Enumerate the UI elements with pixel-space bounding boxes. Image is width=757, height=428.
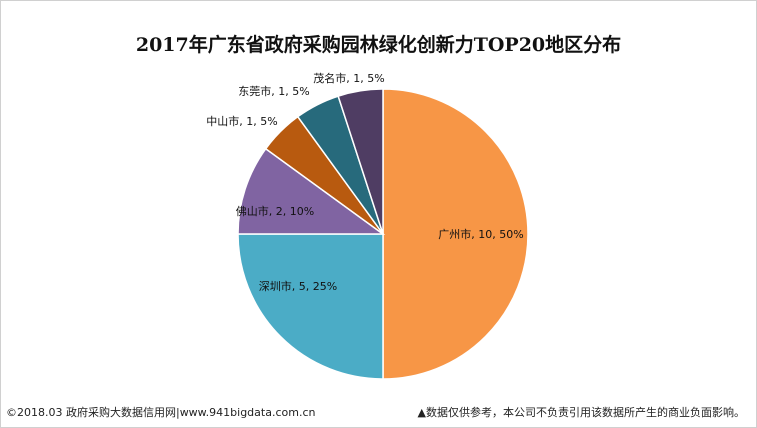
pie-slice-6 bbox=[337, 88, 384, 235]
slice-label-4: 中山市, 1, 5% bbox=[206, 114, 277, 128]
chart-title: 2017年广东省政府采购园林绿化创新力TOP20地区分布 bbox=[135, 34, 622, 56]
footer-source: ©2018.03 政府采购大数据信用网|www.941bigdata.com.c… bbox=[6, 406, 316, 419]
pie-slice-3 bbox=[237, 147, 386, 235]
slice-label-2: 深圳市, 5, 25% bbox=[259, 279, 337, 293]
pie-slice-2 bbox=[237, 233, 384, 380]
slice-label-3: 佛山市, 2, 10% bbox=[236, 204, 314, 218]
slice-label-5: 东莞市, 1, 5% bbox=[238, 84, 309, 98]
pie-slice-1 bbox=[382, 88, 529, 380]
footer-disclaimer: ▲数据仅供参考，本公司不负责引用该数据所产生的商业负面影响。 bbox=[417, 406, 745, 419]
slice-label-1: 广州市, 10, 50% bbox=[438, 227, 523, 241]
slice-label-6: 茂名市, 1, 5% bbox=[313, 71, 384, 85]
